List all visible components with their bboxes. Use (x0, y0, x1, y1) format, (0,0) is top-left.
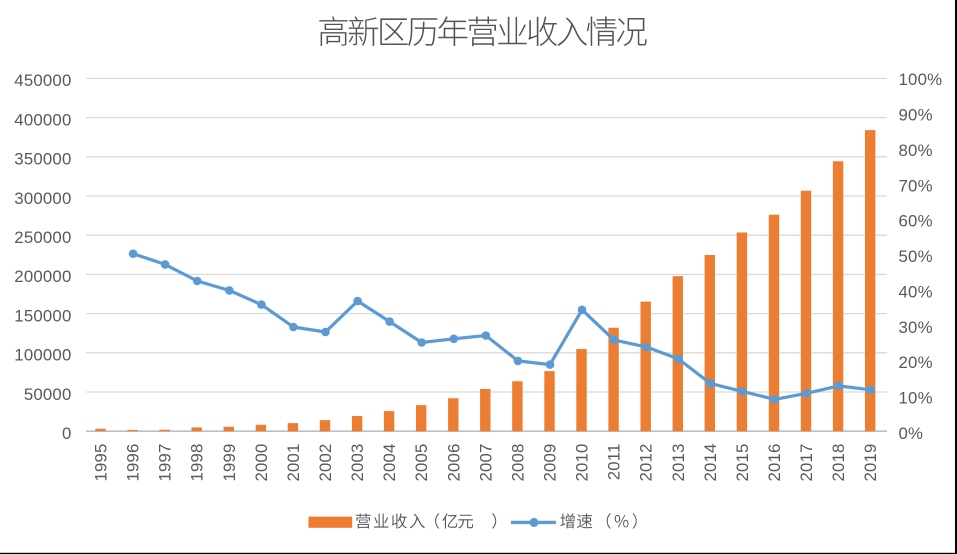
svg-text:1998: 1998 (188, 443, 207, 481)
svg-text:100%: 100% (899, 70, 943, 89)
svg-text:2016: 2016 (765, 443, 784, 481)
svg-text:2002: 2002 (316, 443, 335, 481)
svg-text:30%: 30% (899, 318, 933, 337)
svg-text:300000: 300000 (14, 189, 71, 208)
svg-text:2018: 2018 (829, 443, 848, 481)
svg-text:2019: 2019 (861, 443, 880, 481)
svg-text:400000: 400000 (14, 110, 71, 129)
svg-text:200000: 200000 (14, 267, 71, 286)
svg-text:2008: 2008 (508, 443, 527, 481)
svg-text:40%: 40% (899, 282, 933, 301)
svg-text:450000: 450000 (14, 71, 71, 90)
svg-text:350000: 350000 (14, 150, 71, 169)
svg-text:250000: 250000 (14, 228, 71, 247)
svg-text:2009: 2009 (541, 443, 560, 481)
svg-text:2005: 2005 (412, 443, 431, 481)
svg-text:1999: 1999 (220, 443, 239, 481)
svg-text:2000: 2000 (252, 443, 271, 481)
svg-text:80%: 80% (899, 141, 933, 160)
svg-text:2017: 2017 (797, 443, 816, 481)
svg-text:1997: 1997 (156, 443, 175, 481)
svg-text:20%: 20% (899, 353, 933, 372)
svg-text:100000: 100000 (14, 346, 71, 365)
svg-text:60%: 60% (899, 212, 933, 231)
svg-text:2014: 2014 (701, 443, 720, 481)
svg-text:150000: 150000 (14, 306, 71, 325)
svg-text:1996: 1996 (124, 443, 143, 481)
svg-text:70%: 70% (899, 176, 933, 195)
svg-text:2001: 2001 (284, 443, 303, 481)
svg-text:90%: 90% (899, 106, 933, 125)
svg-text:10%: 10% (899, 389, 933, 408)
svg-text:2010: 2010 (573, 443, 592, 481)
svg-text:0: 0 (62, 424, 72, 443)
svg-text:2003: 2003 (348, 443, 367, 481)
svg-text:1995: 1995 (92, 443, 111, 481)
svg-text:0%: 0% (899, 424, 924, 443)
svg-text:2012: 2012 (637, 443, 656, 481)
svg-text:2015: 2015 (733, 443, 752, 481)
svg-text:2007: 2007 (476, 443, 495, 481)
svg-text:2011: 2011 (605, 443, 624, 480)
svg-text:50%: 50% (899, 247, 933, 266)
svg-text:2013: 2013 (669, 443, 688, 481)
svg-text:2006: 2006 (444, 443, 463, 481)
svg-text:50000: 50000 (24, 385, 72, 404)
svg-text:2004: 2004 (380, 443, 399, 481)
